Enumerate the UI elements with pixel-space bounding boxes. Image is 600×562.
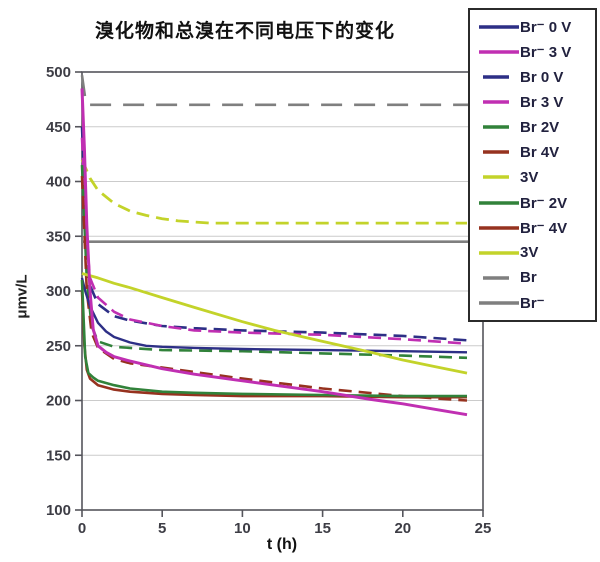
y-tick-label: 400	[46, 174, 71, 191]
x-axis-label: t (h)	[266, 536, 298, 553]
y-tick-label: 250	[46, 338, 71, 355]
legend-swatch	[483, 75, 509, 79]
y-tick-label: 150	[46, 447, 71, 464]
legend-label: 3V	[520, 244, 539, 262]
legend-label: Br 2V	[520, 118, 560, 136]
legend-item: Br 0 V	[478, 65, 595, 89]
series-line-10	[80, 75, 483, 107]
series-line-2	[80, 126, 468, 342]
series-line-7	[80, 279, 467, 398]
x-tick-label: 20	[394, 520, 411, 537]
legend-item: Br⁻ 4V	[478, 216, 595, 240]
series-line-0	[80, 277, 468, 354]
legend-item: Br⁻ 0 V	[478, 15, 595, 39]
legend-item: Br⁻	[478, 291, 595, 315]
legend-label: Br⁻	[520, 294, 545, 312]
legend-swatch	[479, 251, 519, 255]
legend-swatch	[483, 125, 509, 130]
legend-swatch	[479, 25, 519, 29]
legend-item: 3V	[478, 241, 595, 265]
x-tick-label: 25	[475, 520, 492, 537]
legend-swatch	[479, 200, 519, 205]
legend-box: Br⁻ 0 V Br⁻ 3 V Br 0 V Br 3 V Br 2V Br 4V 3V Br…	[468, 8, 597, 322]
legend-label: 3V	[520, 168, 539, 186]
legend-item: Br⁻ 3 V	[478, 40, 595, 64]
y-tick-label: 100	[46, 502, 71, 519]
legend-swatch	[479, 301, 519, 305]
legend-label: Br	[520, 269, 537, 287]
y-tick-label: 200	[46, 393, 71, 410]
legend-label: Br 3 V	[520, 93, 564, 111]
x-tick-label: 0	[78, 520, 86, 537]
legend-label: Br 4V	[520, 143, 560, 161]
legend-item: Br 3 V	[478, 90, 595, 114]
y-tick-label: 350	[46, 228, 71, 245]
legend-label: Br⁻ 0 V	[520, 19, 572, 36]
x-tick-label: 10	[234, 520, 251, 537]
chart-title: 溴化物和总溴在不同电压下的变化	[94, 21, 395, 42]
y-tick-label: 500	[46, 64, 71, 81]
legend-label: Br 0 V	[520, 68, 564, 86]
legend-swatch	[479, 225, 519, 230]
y-tick-label: 450	[46, 119, 71, 136]
series-line-4	[80, 165, 468, 360]
x-tick-label: 15	[314, 520, 331, 537]
legend-item: Br	[478, 266, 595, 290]
legend-label: Br⁻ 4V	[520, 219, 568, 237]
x-tick-label: 5	[158, 520, 166, 537]
legend-item: Br⁻ 2V	[478, 191, 595, 215]
legend-item: Br 4V	[478, 140, 595, 164]
legend-swatch	[483, 175, 509, 180]
series-line-6	[80, 159, 467, 225]
y-tick-label: 300	[46, 283, 71, 300]
series-line-5	[80, 175, 468, 402]
legend-label: Br⁻ 2V	[520, 194, 568, 212]
series-line-3	[80, 137, 468, 345]
legend-item: 3V	[478, 165, 595, 189]
legend-item: Br 2V	[478, 115, 595, 139]
legend-swatch	[479, 50, 519, 54]
legend-swatch	[483, 276, 509, 280]
series-line-1	[80, 88, 468, 417]
legend-label: Br⁻ 3 V	[520, 44, 572, 62]
legend-swatch	[483, 150, 509, 155]
legend-swatch	[483, 100, 509, 104]
series-line-9	[81, 272, 468, 375]
